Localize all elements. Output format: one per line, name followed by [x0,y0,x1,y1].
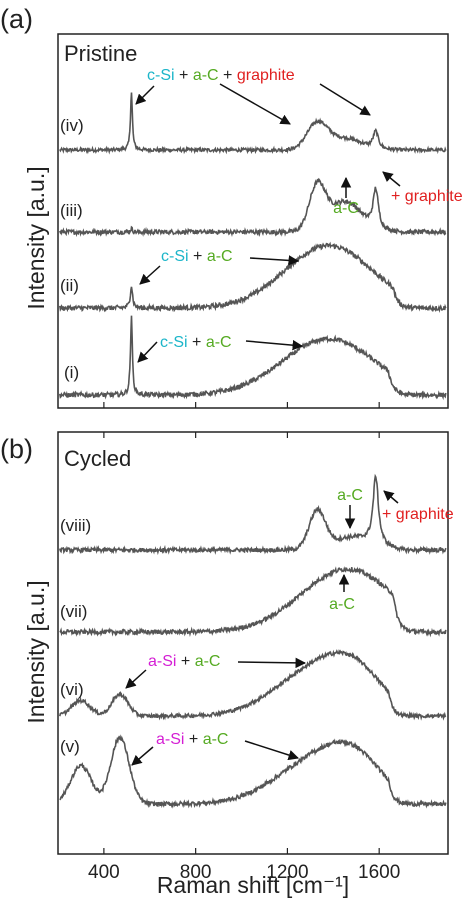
spectrum-line-v [59,734,447,809]
annot-v-ac: a-C [203,731,229,748]
panel-b-title: Cycled [64,446,131,471]
spectrum-line-vii [59,566,447,638]
arrow-iv-ac [219,83,291,125]
spectrum-line-ii [59,241,447,313]
panel-b-frame [57,431,449,855]
spectrum-line-iv [59,92,447,155]
annot-v-asi: a-Si [156,731,184,748]
panel-a-frame [57,33,449,409]
series-label-iii: (iii) [60,201,83,220]
x-axis-label: Raman shift [cm⁻¹] [157,872,349,898]
arrow-iv-csi [135,85,155,105]
series-label-vii: (vii) [60,602,87,621]
annotation-viii: a-C + graphite [337,487,454,530]
spectrum-line-iii [59,177,447,238]
annot-i-ac: a-C [206,334,232,351]
annot-ii-plus: + [193,248,202,265]
arrow-i-ac [245,339,304,351]
annot-i-csi: c-Si [160,334,188,351]
annotation-ii: c-Si + a-C [139,248,300,285]
annot-v-plus: + [189,731,198,748]
annotation-vii: a-C [329,573,355,613]
x-axis-ticks: 400 800 1200 1600 [88,402,400,883]
series-label-v: (v) [60,737,80,756]
arrow-viii-graphite [383,490,399,504]
annotation-iv: c-Si + a-C + graphite [135,67,371,125]
annot-vi-plus: + [181,653,190,670]
annotation-vi: a-Si + a-C [125,653,307,689]
series-label-viii: (viii) [60,516,91,535]
svg-text:a-Si + a-C: a-Si + a-C [156,731,228,748]
panel-b-label: (b) [0,434,33,464]
annot-viii-graphite: + graphite [382,506,454,523]
annot-iv-graphite: graphite [237,67,295,84]
annot-i-plus: + [192,334,201,351]
annot-vi-asi: a-Si [148,653,176,670]
annot-iv-plus1: + [179,67,188,84]
panel-a-ylabel: Intensity [a.u.] [23,166,49,309]
tick-label-800: 800 [180,862,212,883]
series-label-vi: (vi) [60,680,84,699]
svg-text:c-Si + a-C: c-Si + a-C [161,248,233,265]
annot-ii-csi: c-Si [161,248,189,265]
arrow-iv-graphite [319,83,371,116]
annot-iv-plus2: + [223,67,232,84]
tick-label-400: 400 [88,862,120,883]
annot-ii-ac: a-C [207,248,233,265]
annot-vii-ac: a-C [329,596,355,613]
spectrum-line-vi [59,649,447,721]
panel-a-label: (a) [0,4,33,34]
arrow-vi-ac [237,657,307,669]
annot-iv-csi: c-Si [147,67,175,84]
arrow-ii-csi [139,265,161,285]
panel-b-ylabel: Intensity [a.u.] [23,580,49,723]
series-label-i: (i) [64,363,79,382]
annot-viii-ac: a-C [337,487,363,504]
annot-iv-ac: a-C [193,67,219,84]
annot-vi-ac: a-C [195,653,221,670]
svg-text:c-Si + a-C + graphite: c-Si + a-C + graphite [147,67,295,84]
spectra-group [59,92,447,809]
annotation-v: a-Si + a-C [131,731,299,766]
arrow-ii-ac [249,255,300,266]
arrow-i-csi [137,341,158,363]
annot-iii-ac: a-C [333,200,359,217]
arrow-vi-asi [125,669,147,689]
spectrum-line-viii [59,473,447,556]
spectrum-line-i [59,315,447,401]
svg-text:a-Si + a-C: a-Si + a-C [148,653,220,670]
arrow-iii-graphite [382,171,401,187]
svg-text:c-Si + a-C: c-Si + a-C [160,334,232,351]
series-label-iv: (iv) [60,116,84,135]
series-label-ii: (ii) [60,276,79,295]
arrow-v-asi [131,746,154,766]
panel-a-title: Pristine [64,41,137,66]
tick-label-1200: 1200 [266,862,308,883]
tick-label-1600: 1600 [358,862,400,883]
arrow-v-ac [244,740,299,761]
annotation-iii: a-C + graphite [333,171,463,217]
annotation-i: c-Si + a-C [137,334,304,363]
annot-iii-graphite: + graphite [391,188,463,205]
